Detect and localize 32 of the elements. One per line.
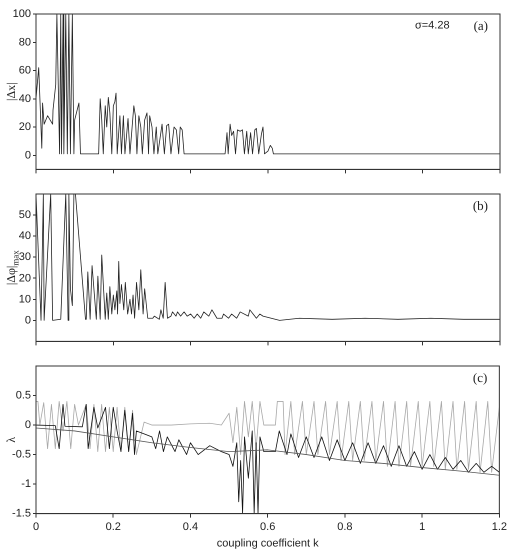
annotation: σ=4.28 [414, 20, 450, 32]
y-tick-label: 0.5 [16, 390, 31, 402]
x-tick-label: 1.2 [492, 521, 508, 534]
y-tick-label: -0.5 [12, 448, 31, 461]
y-axis-title: |Δφ|max [4, 250, 20, 286]
y-axis-title: |Δx| [4, 82, 18, 101]
y-tick-label: 50 [18, 209, 31, 222]
x-tick-label: 0 [32, 521, 40, 534]
y-tick-label: 20 [18, 272, 31, 284]
y-tick-label: 80 [18, 36, 31, 48]
y-tick-label: 20 [18, 121, 31, 134]
x-tick-label: 0.2 [106, 521, 121, 534]
y-tick-label: 40 [18, 92, 31, 105]
x-tick-label: 0.4 [182, 521, 198, 534]
y-tick-label: 60 [18, 64, 31, 77]
x-axis-title: coupling coefficient k [216, 537, 320, 550]
y-tick-label: 40 [18, 230, 31, 242]
y-tick-label: -1 [21, 478, 31, 490]
annotation: (a) [474, 18, 488, 33]
y-axis-title: λ [4, 436, 18, 443]
x-tick-label: 1 [419, 521, 426, 534]
x-tick-label: 0.6 [260, 521, 276, 534]
y-tick-label: -1.5 [12, 508, 31, 520]
y-tick-label: 0 [24, 314, 31, 326]
y-tick-label: 100 [12, 8, 31, 20]
x-tick-label: 0.8 [337, 521, 353, 534]
annotation: (b) [472, 198, 488, 213]
annotation: (c) [472, 370, 488, 385]
y-tick-label: 0 [24, 419, 31, 432]
y-tick-label: 10 [18, 293, 31, 306]
y-tick-label: 0 [24, 149, 31, 162]
y-tick-label: 30 [18, 251, 31, 264]
